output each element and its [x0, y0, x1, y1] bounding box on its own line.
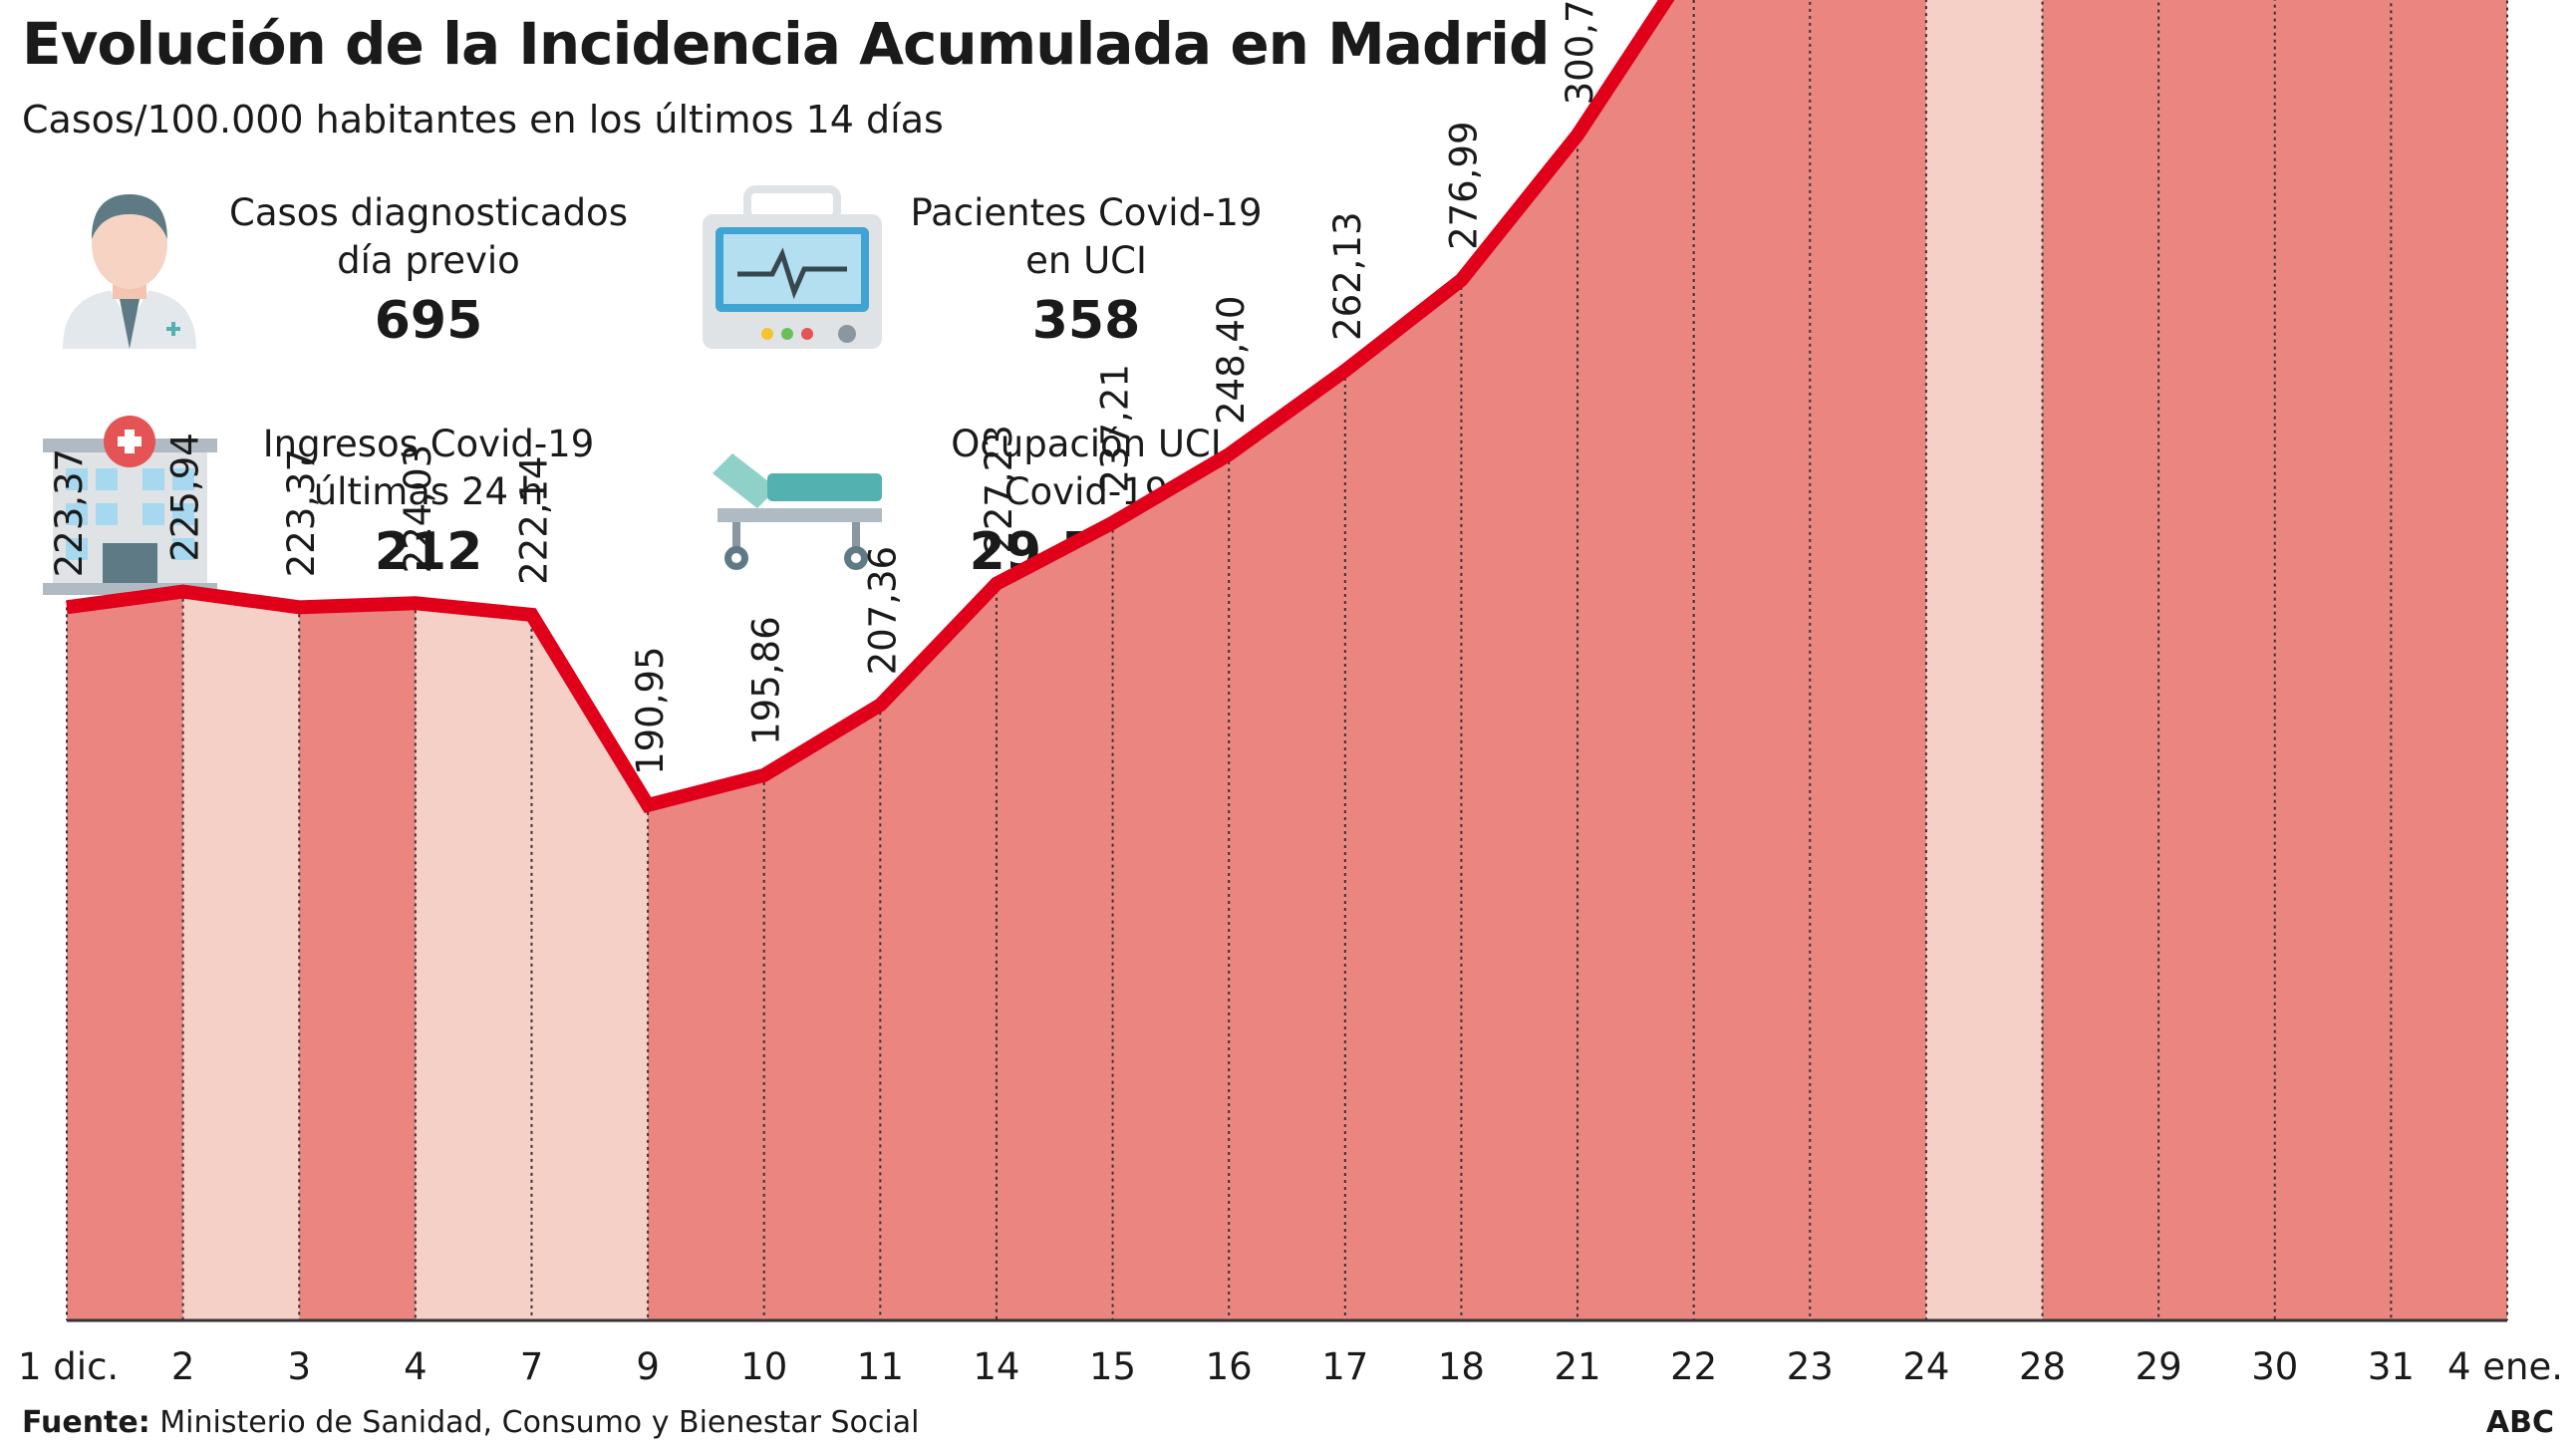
area-segment: [182, 591, 300, 1320]
data-label: 223,37: [280, 448, 323, 577]
area-segment: [996, 522, 1113, 1320]
x-tick-label: 4: [404, 1345, 428, 1388]
stat-admissions-24h: Ingresos Covid-19 últimas 24 h 212: [224, 421, 633, 582]
stat-label-line: Ingresos Covid-19: [262, 423, 595, 465]
stat-label-line: Casos diagnosticados: [229, 191, 628, 234]
source-text: Ministerio de Sanidad, Consumo y Bienest…: [159, 1405, 920, 1440]
stat-label-line: día previo: [337, 239, 520, 282]
page-subtitle: Casos/100.000 habitantes en los últimos …: [22, 98, 944, 142]
stat-value: 358: [1031, 291, 1141, 351]
area-segment: [1344, 279, 1462, 1320]
data-label: 237,21: [1094, 364, 1137, 492]
stat-icu-patients: Pacientes Covid-19 en UCI 358: [897, 189, 1276, 351]
hospital-icon: [43, 416, 217, 595]
area-segment: [1112, 454, 1230, 1320]
data-label: 225,94: [164, 433, 207, 561]
area-segment: [1810, 0, 1926, 1320]
area-segment: [1461, 135, 1578, 1320]
stat-label-line: Pacientes Covid-19: [910, 191, 1263, 234]
x-tick-label: 15: [1089, 1345, 1136, 1388]
data-label: 195,86: [745, 616, 788, 744]
area-segment: [2391, 0, 2507, 1320]
monitor-icon: [703, 185, 882, 349]
x-tick-label: 14: [973, 1345, 1019, 1388]
data-label: 300,75: [1559, 0, 1601, 105]
stat-cases-previous-day: Casos diagnosticados día previo 695: [224, 189, 633, 351]
x-tick-label: 30: [2251, 1345, 2298, 1388]
x-tick-label: 28: [2019, 1345, 2066, 1388]
area-segment: [763, 705, 881, 1320]
area-segment: [1693, 0, 1811, 1320]
stat-value: 212: [374, 522, 483, 582]
data-label: 224,03: [397, 444, 439, 573]
data-label: 223,37: [48, 448, 91, 577]
page-title: Evolución de la Incidencia Acumulada en …: [22, 10, 1551, 78]
source-note: Fuente: Ministerio de Sanidad, Consumo y…: [22, 1405, 919, 1440]
x-tick-label: 9: [636, 1345, 660, 1388]
doctor-icon: [63, 194, 196, 349]
brand-logo: ABC: [2485, 1405, 2554, 1440]
data-label: 227,23: [978, 425, 1020, 553]
area-segment: [299, 603, 416, 1320]
data-label: 222,14: [512, 455, 555, 584]
x-tick-label: 24: [1902, 1345, 1949, 1388]
area-segment: [1925, 0, 2043, 1320]
stat-value: 695: [374, 291, 483, 351]
x-tick-label: 2: [171, 1345, 195, 1388]
data-label: 262,13: [1326, 211, 1369, 340]
area-segment: [880, 583, 997, 1320]
x-tick-label: 17: [1321, 1345, 1368, 1388]
x-tick-label: 29: [2136, 1345, 2182, 1388]
area-segment: [648, 774, 764, 1320]
data-label: 207,36: [861, 546, 904, 675]
area-segment: [1577, 0, 1694, 1320]
x-tick-label: 22: [1670, 1345, 1717, 1388]
data-label: 276,99: [1442, 121, 1485, 249]
x-tick-label: 18: [1438, 1345, 1485, 1388]
area-segment: [67, 591, 183, 1320]
x-tick-label: 21: [1555, 1345, 1601, 1388]
x-tick-label: 11: [857, 1345, 904, 1388]
x-tick-label: 7: [520, 1345, 544, 1388]
stat-label-line: últimas 24 h: [313, 470, 544, 513]
area-segment: [2158, 0, 2275, 1320]
x-tick-label: 1 dic.: [18, 1345, 119, 1388]
stat-label-line: Ocupación UCI: [951, 423, 1222, 465]
x-tick-label: 23: [1787, 1345, 1834, 1388]
incidence-area-chart: 223,37 225,94 223,37 224,03 222,14 190,95 195,…: [18, 0, 2563, 1388]
area-segment: [531, 614, 649, 1320]
series-line: [66, 0, 1675, 814]
hospital-bed-icon: [713, 453, 882, 570]
x-tick-label: 3: [287, 1345, 311, 1388]
data-label: 190,95: [629, 646, 672, 774]
source-label: Fuente:: [22, 1405, 150, 1440]
area-segment: [415, 603, 532, 1320]
x-tick-label: 16: [1206, 1345, 1253, 1388]
area-segment: [2042, 0, 2159, 1320]
x-tick-label: 31: [2368, 1345, 2415, 1388]
x-tick-label: 10: [740, 1345, 787, 1388]
x-tick-label: 4 ene.: [2447, 1345, 2563, 1388]
data-label: 248,40: [1210, 296, 1253, 425]
area-segment: [2274, 0, 2392, 1320]
stat-label-line: en UCI: [1025, 239, 1147, 282]
area-segment: [1229, 370, 1345, 1320]
